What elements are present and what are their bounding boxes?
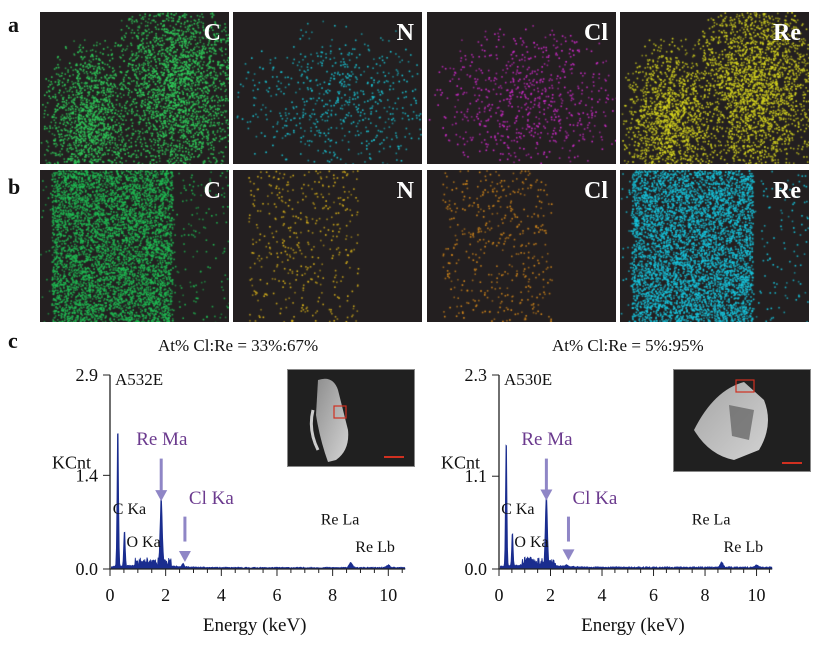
panel-label-b: b	[8, 174, 21, 199]
map-b-re-canvas	[620, 170, 809, 322]
y-tick-label: 1.1	[465, 466, 488, 486]
sample-label: A530E	[504, 370, 552, 389]
map-a-c-label: C	[203, 20, 221, 46]
y-tick-label: 1.4	[76, 465, 99, 485]
y-axis-label: KCnt	[52, 453, 91, 473]
map-a-re-label: Re	[773, 20, 801, 46]
peak-label-re-lb: Re Lb	[724, 539, 764, 556]
peak-label-cl-ka: Cl Ka	[189, 488, 234, 509]
peak-label-re-la: Re La	[321, 512, 360, 529]
map-a-n: N	[233, 12, 422, 164]
peak-label-re-ma: Re Ma	[521, 429, 573, 450]
arrowhead-re-ma	[155, 490, 168, 502]
sem-inset-2	[673, 369, 811, 472]
map-a-re: Re	[620, 12, 809, 164]
map-b-n-canvas	[233, 170, 422, 322]
map-a-cl-canvas	[427, 12, 616, 164]
peak-label-cl-ka: Cl Ka	[572, 488, 617, 509]
x-axis-label: Energy (keV)	[581, 615, 685, 636]
arrowhead-cl-ka	[178, 550, 191, 562]
map-a-re-canvas	[620, 12, 809, 164]
arrowhead-cl-ka	[562, 549, 575, 561]
peak-label-o-ka: O Ka	[126, 534, 160, 551]
x-tick-label: 0	[495, 585, 504, 605]
peak-label-re-la: Re La	[692, 512, 731, 529]
x-tick-label: 2	[546, 585, 555, 605]
peak-label-re-ma: Re Ma	[136, 429, 188, 450]
map-b-n: N	[233, 170, 422, 322]
eds-spectrum-2: 0 2 4 6 8 10 0.0 1.1 2.3 Energy (keV) KCnt A530E C K…	[441, 365, 773, 636]
arrowhead-re-ma	[540, 489, 553, 501]
x-tick-label: 2	[161, 585, 170, 605]
map-b-cl-label: Cl	[584, 178, 608, 204]
map-a-cl: Cl	[427, 12, 616, 164]
map-b-c-label: C	[203, 178, 221, 204]
map-a-c: C	[40, 12, 229, 164]
map-b-cl: Cl	[427, 170, 616, 322]
sem-inset-1-image	[309, 378, 404, 462]
map-b-c: C	[40, 170, 229, 322]
x-tick-label: 10	[379, 585, 397, 605]
x-tick-label: 10	[748, 585, 766, 605]
map-b-c-canvas	[40, 170, 229, 322]
map-a-c-canvas	[40, 12, 229, 164]
spectrum-1-title: At% Cl:Re = 33%:67%	[158, 336, 319, 355]
map-b-re: Re	[620, 170, 809, 322]
x-tick-label: 6	[272, 585, 281, 605]
y-tick-label: 0.0	[465, 559, 488, 579]
x-axis-label: Energy (keV)	[203, 615, 307, 636]
y-tick-label: 2.3	[465, 365, 488, 385]
panel-label-c: c	[8, 328, 18, 353]
x-tick-label: 0	[106, 585, 115, 605]
x-tick-label: 6	[649, 585, 658, 605]
y-axis-label: KCnt	[441, 453, 480, 473]
peak-label-o-ka: O Ka	[514, 534, 548, 551]
spectrum-1-series	[110, 433, 406, 570]
spectrum-2-title: At% Cl:Re = 5%:95%	[552, 336, 704, 355]
map-b-n-label: N	[396, 178, 414, 204]
peak-label-re-lb: Re Lb	[355, 539, 395, 556]
map-a-n-label: N	[396, 20, 414, 46]
map-b-cl-canvas	[427, 170, 616, 322]
spectrum-2-series	[499, 444, 773, 570]
sample-label: A532E	[115, 370, 163, 389]
y-tick-label: 2.9	[76, 365, 99, 385]
x-tick-label: 8	[701, 585, 710, 605]
sem-inset-1	[287, 369, 415, 467]
sem-inset-2-image	[694, 379, 802, 464]
peak-label-c-ka: C Ka	[501, 501, 534, 518]
eds-spectrum-1: 0 2 4 6 8 10 0.0 1.4 2.9 Energy (keV) KCnt A532E C K…	[52, 365, 406, 636]
map-a-n-canvas	[233, 12, 422, 164]
map-b-re-label: Re	[773, 178, 801, 204]
map-a-cl-label: Cl	[584, 20, 608, 46]
x-tick-label: 8	[328, 585, 337, 605]
x-tick-label: 4	[217, 585, 226, 605]
peak-label-c-ka: C Ka	[113, 501, 146, 518]
panel-label-a: a	[8, 12, 19, 37]
y-tick-label: 0.0	[76, 559, 99, 579]
x-tick-label: 4	[598, 585, 607, 605]
